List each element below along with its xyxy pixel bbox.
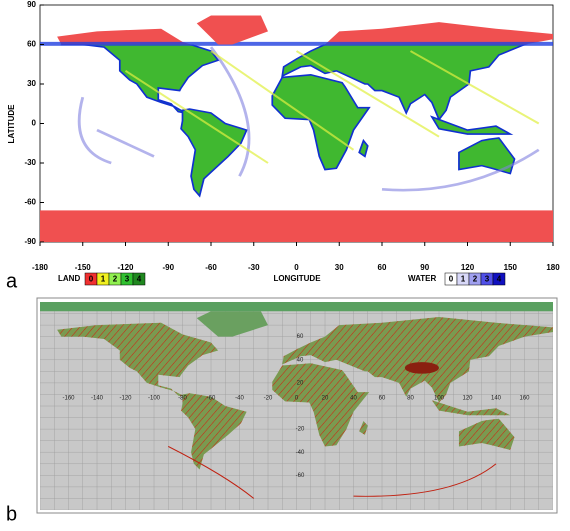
- lat-tick-label: -30: [24, 158, 36, 167]
- legend-class: 4: [497, 275, 502, 284]
- lat-grid-label: 20: [297, 380, 304, 386]
- lon-grid-label: -160: [62, 396, 75, 402]
- lon-tick-label: -150: [75, 263, 92, 272]
- lon-grid-label: 160: [519, 396, 530, 402]
- lon-tick-label: 60: [378, 263, 387, 272]
- lon-grid-label: 60: [379, 396, 386, 402]
- legend-title: WATER: [408, 274, 437, 283]
- legend-swatch: [132, 272, 146, 286]
- panel-label: a: [6, 270, 18, 292]
- lon-tick-label: -120: [117, 263, 134, 272]
- legend-class: 4: [137, 275, 142, 284]
- lon-grid-label: 100: [434, 396, 445, 402]
- map-b: [40, 302, 553, 510]
- lon-tick-label: -90: [162, 263, 174, 272]
- legend-class: 0: [449, 275, 454, 284]
- lat-tick-label: 0: [32, 119, 37, 128]
- lat-grid-label: -20: [296, 427, 305, 433]
- legend: LAND 0 1 2 3 4 WATER 0 1 2 3 4: [58, 272, 506, 286]
- lon-tick-label: -30: [248, 263, 260, 272]
- lat-tick-label: -60: [24, 198, 36, 207]
- lon-tick-label: 150: [504, 263, 518, 272]
- lat-grid-label: -60: [296, 473, 305, 479]
- lon-tick-label: 120: [461, 263, 475, 272]
- lon-tick-label: 90: [420, 263, 429, 272]
- lon-grid-label: -120: [119, 396, 132, 402]
- legend-class: 2: [473, 275, 478, 284]
- lon-grid-label: -40: [235, 396, 244, 402]
- map-a: [40, 15, 553, 242]
- legend-class: 0: [89, 275, 94, 284]
- legend-title: LAND: [58, 274, 80, 283]
- lon-tick-label: 180: [546, 263, 560, 272]
- lat-tick-label: -90: [24, 237, 36, 246]
- x-axis-title: LONGITUDE: [273, 274, 321, 283]
- lon-grid-label: 20: [322, 396, 329, 402]
- lat-grid-label: 60: [297, 334, 304, 340]
- lon-grid-label: -100: [148, 396, 161, 402]
- lat-grid-label: 40: [297, 357, 304, 363]
- lon-tick-label: -180: [32, 263, 49, 272]
- legend-class: 2: [113, 275, 118, 284]
- lat-tick-label: 60: [27, 40, 36, 49]
- lon-tick-label: 30: [335, 263, 344, 272]
- lon-grid-label: -140: [91, 396, 104, 402]
- panel-label: b: [6, 503, 17, 525]
- lon-grid-label: -80: [178, 396, 187, 402]
- y-axis-title: LATITUDE: [7, 104, 16, 144]
- lat-tick-label: 30: [27, 79, 36, 88]
- lat-tick-label: 90: [27, 0, 36, 9]
- legend-class: 3: [125, 275, 130, 284]
- lon-tick-label: -60: [205, 263, 217, 272]
- lat-grid-label: -40: [296, 450, 305, 456]
- lon-grid-label: -60: [207, 396, 216, 402]
- lon-grid-label: -20: [264, 396, 273, 402]
- lon-grid-label: 120: [462, 396, 473, 402]
- legend-class: 1: [461, 275, 466, 284]
- legend-class: 1: [101, 275, 106, 284]
- legend-class: 3: [485, 275, 490, 284]
- lon-grid-label: 40: [350, 396, 357, 402]
- lon-grid-label: 80: [407, 396, 414, 402]
- lon-grid-label: 140: [491, 396, 502, 402]
- legend-swatch: [492, 272, 506, 286]
- lon-grid-label: 0: [295, 396, 299, 402]
- lon-tick-label: 0: [294, 263, 299, 272]
